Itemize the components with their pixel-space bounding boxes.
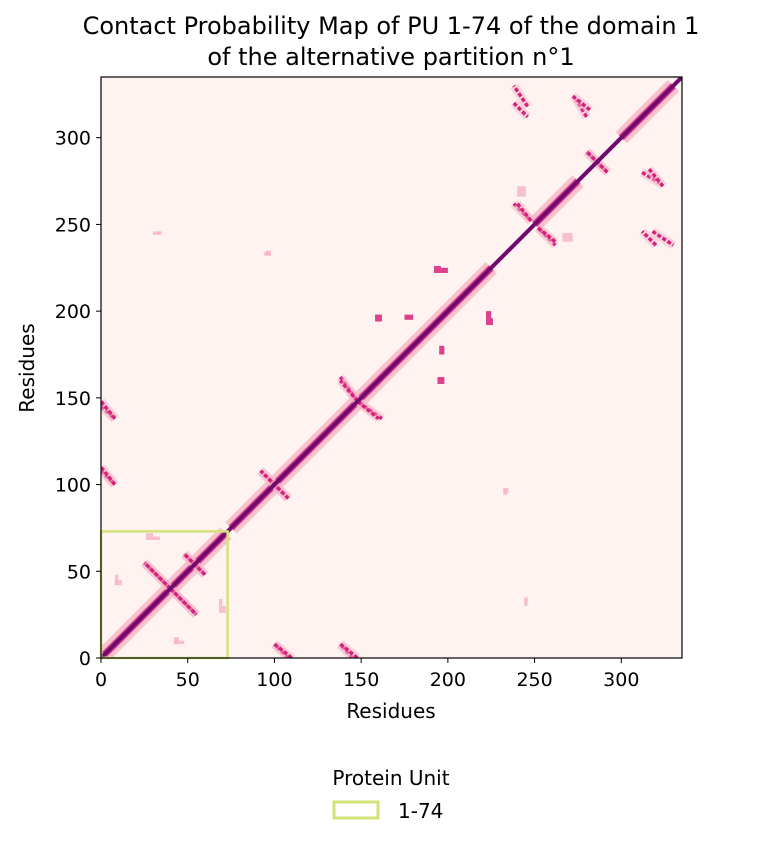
contact-patch-18-0 bbox=[440, 267, 448, 273]
contact-strand-7-1 bbox=[143, 561, 172, 590]
contact-strand-31-0 bbox=[339, 642, 359, 658]
legend-entry-1-74: 1-74 bbox=[398, 799, 443, 823]
legend-title: Protein Unit bbox=[332, 766, 449, 790]
y-tick-label: 0 bbox=[79, 648, 91, 670]
contact-strand-27-0 bbox=[571, 94, 592, 112]
x-tick-label: 200 bbox=[430, 669, 466, 691]
chart-title: Contact Probability Map of PU 1-74 of th… bbox=[83, 12, 700, 71]
x-axis-ticks: 0 50 100 150 200 250 300 bbox=[95, 658, 639, 691]
contact-strand-24-0 bbox=[641, 170, 661, 185]
contact-strand-15-1 bbox=[338, 379, 360, 403]
contact-strand-15-0 bbox=[356, 399, 380, 421]
x-tick-label: 100 bbox=[256, 669, 292, 691]
contact-patch-17-1 bbox=[404, 314, 414, 320]
diagonal-self-contact bbox=[101, 77, 682, 658]
contact-strand-26-1 bbox=[640, 230, 658, 247]
x-tick-label: 50 bbox=[176, 669, 200, 691]
contact-patch-17-0 bbox=[439, 345, 445, 355]
y-tick-label: 300 bbox=[55, 128, 91, 150]
y-tick-label: 200 bbox=[55, 301, 91, 323]
y-tick-label: 250 bbox=[55, 214, 91, 236]
chart-title-line-1: Contact Probability Map of PU 1-74 of th… bbox=[83, 12, 700, 40]
contact-patch-35-1 bbox=[158, 231, 162, 235]
x-tick-label: 150 bbox=[343, 669, 379, 691]
contact-patch-19-1 bbox=[433, 266, 441, 273]
contact-patch-11-0 bbox=[218, 605, 226, 613]
contact-strand-30-0 bbox=[273, 642, 293, 658]
plot-frame bbox=[100, 76, 683, 659]
x-tick-label: 0 bbox=[95, 669, 107, 691]
contact-strand-22-1 bbox=[515, 202, 533, 223]
contact-patch-16-0 bbox=[375, 314, 382, 322]
chart-title-line-2: of the alternative partition n°1 bbox=[207, 43, 574, 71]
contact-patch-32-0 bbox=[153, 231, 160, 235]
legend: Protein Unit 1-74 bbox=[332, 766, 449, 823]
contact-patch-34-1 bbox=[265, 250, 271, 256]
contact-patch-34-0 bbox=[503, 488, 509, 494]
y-axis-label: Residues bbox=[15, 323, 39, 412]
contact-strand-25-1 bbox=[512, 84, 530, 108]
contact-strand-31-1 bbox=[101, 400, 117, 420]
contact-patch-18-1 bbox=[486, 311, 492, 319]
y-tick-label: 100 bbox=[55, 475, 91, 497]
contact-patch-9-1 bbox=[218, 599, 223, 606]
contact-patch-35-0 bbox=[524, 597, 528, 601]
y-tick-label: 150 bbox=[55, 388, 91, 410]
contact-strand-7-0 bbox=[169, 587, 198, 616]
contact-patch-9-0 bbox=[153, 536, 160, 541]
contact-patch-12-1 bbox=[114, 574, 119, 586]
contact-strand-25-0 bbox=[651, 229, 675, 247]
contact-strand-27-1 bbox=[647, 167, 665, 188]
contact-strand-24-1 bbox=[574, 98, 589, 118]
x-tick-label: 250 bbox=[516, 669, 552, 691]
y-tick-label: 50 bbox=[67, 561, 91, 583]
contact-patch-23-1 bbox=[562, 233, 573, 242]
contact-patch-12-0 bbox=[173, 640, 185, 645]
contact-strand-26-0 bbox=[512, 101, 529, 119]
y-axis-ticks: 0 50 100 150 200 250 300 bbox=[55, 128, 101, 670]
heatmap-cells bbox=[101, 77, 682, 658]
contact-strand-30-1 bbox=[101, 466, 117, 486]
x-axis-label: Residues bbox=[346, 699, 435, 723]
contact-patch-19-0 bbox=[486, 318, 493, 326]
contact-patch-11-1 bbox=[146, 533, 154, 541]
contact-patch-16-1 bbox=[437, 377, 445, 384]
legend-swatch-1-74 bbox=[332, 800, 380, 820]
contact-strand-22-0 bbox=[536, 226, 557, 244]
contact-patch-32-1 bbox=[524, 599, 528, 606]
contact-patch-23-0 bbox=[517, 186, 526, 197]
x-tick-label: 300 bbox=[603, 669, 639, 691]
